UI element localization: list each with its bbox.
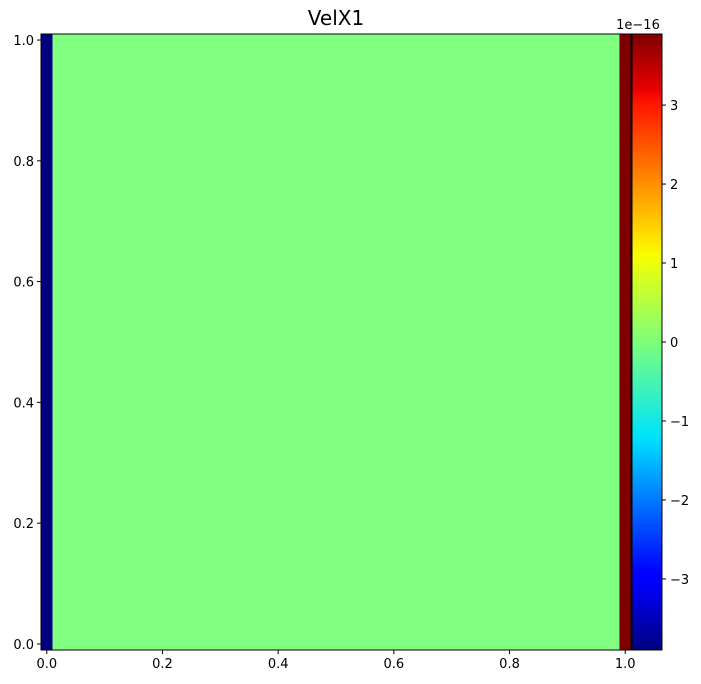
colorbar-offset-label: 1e−16 bbox=[616, 18, 660, 33]
x-tick-label: 0.8 bbox=[499, 657, 520, 672]
x-tick-label: 1.0 bbox=[615, 657, 636, 672]
colorbar bbox=[631, 33, 663, 651]
y-axis: 0.0 0.2 0.4 0.6 0.8 1.0 bbox=[13, 34, 41, 653]
heatmap-cell bbox=[52, 34, 620, 650]
y-tick-label: 0.2 bbox=[13, 517, 34, 532]
x-tick-label: 0.2 bbox=[152, 657, 173, 672]
heatmap-cells bbox=[41, 34, 631, 650]
colorbar-axis: −3 −2 −1 0 1 2 3 bbox=[662, 99, 689, 588]
plot-frame bbox=[40, 33, 632, 651]
heatmap-cell bbox=[619, 34, 631, 650]
colorbar-tick-label: −2 bbox=[670, 494, 689, 509]
x-axis: 0.0 0.2 0.4 0.6 0.8 1.0 bbox=[36, 650, 636, 672]
y-tick-label: 1.0 bbox=[13, 34, 34, 49]
colorbar-tick-label: −1 bbox=[670, 415, 689, 430]
x-tick-label: 0.4 bbox=[268, 657, 289, 672]
colorbar-tick-label: 3 bbox=[670, 99, 678, 114]
y-tick-label: 0.6 bbox=[13, 276, 34, 291]
chart-title: VelX1 bbox=[308, 6, 364, 30]
colorbar-tick-label: −3 bbox=[670, 573, 689, 588]
y-tick-label: 0.8 bbox=[13, 155, 34, 170]
y-tick-label: 0.4 bbox=[13, 396, 34, 411]
y-tick-label: 0.0 bbox=[13, 638, 34, 653]
x-tick-label: 0.0 bbox=[36, 657, 57, 672]
colorbar-tick-label: 1 bbox=[670, 257, 678, 272]
colorbar-tick-label: 0 bbox=[670, 336, 678, 351]
x-tick-label: 0.6 bbox=[383, 657, 404, 672]
heatmap-cell bbox=[41, 34, 53, 650]
colorbar-tick-label: 2 bbox=[670, 178, 678, 193]
